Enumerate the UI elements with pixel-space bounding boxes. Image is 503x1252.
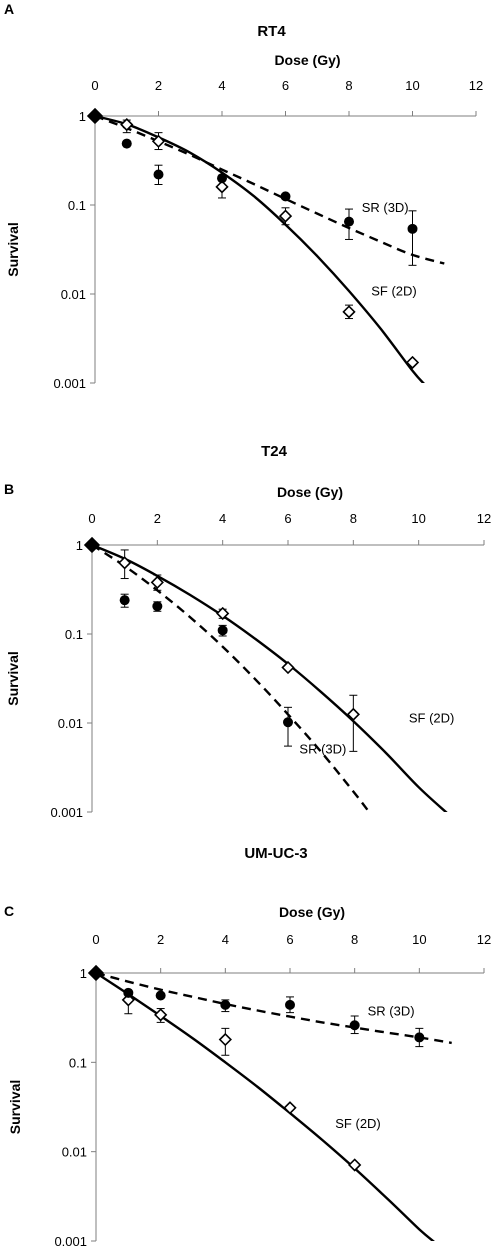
x-tick-label: 8 (345, 78, 352, 93)
sf-2d-point (151, 134, 166, 148)
sr-3d-point (407, 223, 418, 234)
sr-3d-point (217, 625, 228, 636)
panel-letter: C (4, 903, 14, 919)
x-tick-label: 6 (286, 932, 293, 947)
sr-3d-point (217, 173, 227, 184)
y-tick-label: 0.01 (58, 716, 83, 731)
panel-letter: B (4, 481, 14, 497)
sf-2d-point (87, 964, 105, 982)
sr-3d-point (280, 191, 291, 202)
chart-title: RT4 (257, 23, 286, 40)
series-annotation: SR (3D) (299, 741, 346, 756)
y-tick-label: 0.001 (54, 1234, 87, 1249)
sr-3d-point (153, 169, 164, 180)
sr-3d-point (285, 999, 295, 1010)
sf-2d-point (348, 1158, 362, 1172)
x-axis-label: Dose (Gy) (279, 904, 345, 920)
x-tick-label: 2 (157, 932, 164, 947)
sf-2d-point (346, 707, 360, 722)
sr-3d-point (119, 595, 130, 606)
sf-2d-point (121, 993, 135, 1007)
sf-2d-point (216, 606, 230, 621)
y-tick-label: 0.1 (65, 627, 83, 642)
y-tick-label: 0.01 (61, 287, 86, 302)
x-tick-label: 0 (91, 78, 98, 93)
panel-b: T24 B Dose (Gy) Survival 0 2 4 6 8 10 12 1 0.1 0.01 0.… (4, 443, 491, 820)
panel-a: RT4 A Dose (Gy) Survival 0 2 4 6 8 10 12 1 0.1 0.01 0.… (4, 1, 483, 391)
panel-letter: A (4, 1, 14, 17)
y-tick-label: 1 (76, 538, 83, 553)
y-tick-label: 1 (79, 109, 86, 124)
y-axis-label: Survival (7, 1080, 23, 1134)
y-tick-label: 0.1 (68, 198, 86, 213)
x-tick-label: 8 (350, 511, 357, 526)
sr-3d-point (349, 1020, 360, 1031)
x-tick-label: 10 (412, 932, 426, 947)
sf-2d-point (278, 209, 293, 223)
x-tick-label: 2 (155, 78, 162, 93)
sr-3d-point (344, 216, 354, 227)
sf-2d-point (118, 556, 132, 570)
sr-3d-fit-line (95, 114, 445, 265)
sf-2d-fit-line (95, 114, 425, 383)
sf-2d-point (281, 660, 295, 675)
x-tick-label: 6 (284, 511, 291, 526)
y-axis-label: Survival (5, 651, 21, 705)
sf-2d-point (83, 536, 101, 554)
panel-c: UM-UC-3 C Dose (Gy) Survival 0 2 4 6 8 10 12 1 0.1 0.… (4, 845, 491, 1249)
sf-2d-point (86, 107, 104, 125)
sf-2d-point (218, 1032, 232, 1047)
sr-3d-point (414, 1032, 425, 1043)
sf-2d-point (342, 305, 356, 319)
sf-2d-point (150, 575, 164, 590)
series-annotation: SF (2D) (409, 711, 455, 726)
series-annotation: SR (3D) (362, 200, 409, 215)
sf-2d-error-bar (349, 694, 358, 752)
x-tick-label: 0 (92, 932, 99, 947)
sf-2d-point (215, 180, 229, 194)
sf-2d-point (405, 355, 420, 370)
sr-3d-fit-line (96, 971, 452, 1045)
x-tick-label: 6 (282, 78, 289, 93)
x-tick-label: 4 (218, 78, 225, 93)
x-tick-label: 12 (477, 932, 491, 947)
y-tick-label: 0.01 (62, 1145, 87, 1160)
x-tick-label: 10 (405, 78, 419, 93)
sr-3d-point (283, 717, 293, 728)
x-tick-label: 12 (477, 511, 491, 526)
sf-2d-point (283, 1101, 297, 1115)
x-tick-label: 12 (469, 78, 483, 93)
y-tick-label: 0.1 (69, 1055, 87, 1070)
sf-2d-point (154, 1008, 168, 1022)
series-annotation: SF (2D) (371, 283, 417, 298)
sr-3d-error-bar (408, 210, 417, 266)
sr-3d-point (123, 987, 134, 998)
x-tick-label: 8 (351, 932, 358, 947)
y-tick-label: 1 (80, 966, 87, 981)
chart-title: T24 (261, 443, 288, 460)
series-annotation: SF (2D) (335, 1116, 381, 1131)
y-tick-label: 0.001 (53, 376, 86, 391)
sr-3d-point (220, 999, 231, 1010)
x-axis-label: Dose (Gy) (274, 52, 340, 68)
x-axis-label: Dose (Gy) (277, 484, 343, 500)
series-annotation: SR (3D) (368, 1004, 415, 1019)
x-tick-label: 4 (219, 511, 226, 526)
chart-title: UM-UC-3 (244, 845, 307, 862)
x-tick-label: 0 (88, 511, 95, 526)
sr-3d-point (155, 990, 166, 1001)
y-tick-label: 0.001 (50, 805, 83, 820)
x-tick-label: 10 (411, 511, 425, 526)
sf-2d-point (120, 117, 134, 132)
x-tick-label: 4 (222, 932, 229, 947)
sr-3d-point (152, 601, 163, 612)
sf-2d-fit-line (92, 543, 448, 812)
sr-3d-point (121, 138, 132, 149)
sr-3d-fit-line (92, 543, 371, 812)
x-tick-label: 2 (154, 511, 161, 526)
y-axis-label: Survival (5, 222, 21, 276)
